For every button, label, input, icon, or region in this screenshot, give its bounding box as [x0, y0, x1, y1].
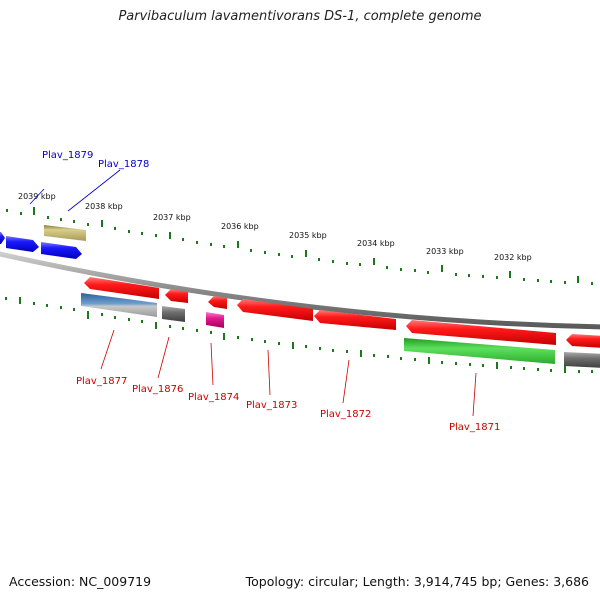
- gene-block-plav-1871-green[interactable]: [404, 338, 555, 364]
- gene-arrow-plav-1871[interactable]: [406, 320, 556, 345]
- scale-label-2035: 2035 kbp: [289, 231, 327, 240]
- scale-label-2033: 2033 kbp: [426, 247, 464, 256]
- accession-text: Accession: NC_009719: [9, 574, 152, 589]
- scale-label-2032: 2032 kbp: [494, 253, 532, 262]
- scale-label-2034: 2034 kbp: [357, 239, 395, 248]
- gene-block-plav-1874-magenta[interactable]: [206, 312, 224, 328]
- gene-arrow[interactable]: [566, 334, 600, 348]
- genome-backbone: [0, 251, 600, 330]
- gene-block-plav-1876-gray[interactable]: [162, 306, 185, 322]
- outer-tick-ruler: [6, 207, 593, 285]
- gene-label-plav-1879[interactable]: Plav_1879: [42, 150, 93, 161]
- label-leader-lines: [29, 169, 477, 417]
- gene-arrow[interactable]: [6, 236, 39, 252]
- gene-arrow-plav-1873[interactable]: [237, 299, 313, 321]
- gene-arrow[interactable]: [208, 296, 227, 309]
- forward-strand-genes: [0, 225, 86, 259]
- gene-label-plav-1878[interactable]: Plav_1878: [98, 159, 149, 170]
- scale-label-2037: 2037 kbp: [153, 213, 191, 222]
- gene-block-plav-1879[interactable]: [44, 225, 86, 241]
- gene-block-gray[interactable]: [564, 352, 600, 368]
- gene-arrow[interactable]: [0, 232, 5, 244]
- reverse-strand-genes: [81, 277, 600, 368]
- gene-arrow-plav-1876[interactable]: [165, 289, 188, 303]
- gene-label-plav-1877[interactable]: Plav_1877: [76, 376, 127, 387]
- genome-title: Parvibaculum lavamentivorans DS-1, compl…: [118, 9, 482, 24]
- genome-summary-text: Topology: circular; Length: 3,914,745 bp…: [245, 574, 589, 589]
- scale-label-2036: 2036 kbp: [221, 222, 259, 231]
- gene-block-plav-1877-steelblue[interactable]: [81, 293, 157, 317]
- gene-arrow-plav-1872[interactable]: [314, 310, 396, 330]
- scale-label-2038: 2038 kbp: [85, 202, 123, 211]
- gene-arrow-plav-1878[interactable]: [41, 242, 82, 259]
- inner-tick-ruler: [5, 297, 593, 373]
- gene-label-plav-1873[interactable]: Plav_1873: [246, 400, 297, 411]
- gene-label-plav-1876[interactable]: Plav_1876: [132, 384, 183, 395]
- gene-label-plav-1871[interactable]: Plav_1871: [449, 422, 500, 433]
- gene-arrow-plav-1877[interactable]: [84, 277, 159, 299]
- gene-label-plav-1872[interactable]: Plav_1872: [320, 409, 371, 420]
- gene-label-plav-1874[interactable]: Plav_1874: [188, 392, 239, 403]
